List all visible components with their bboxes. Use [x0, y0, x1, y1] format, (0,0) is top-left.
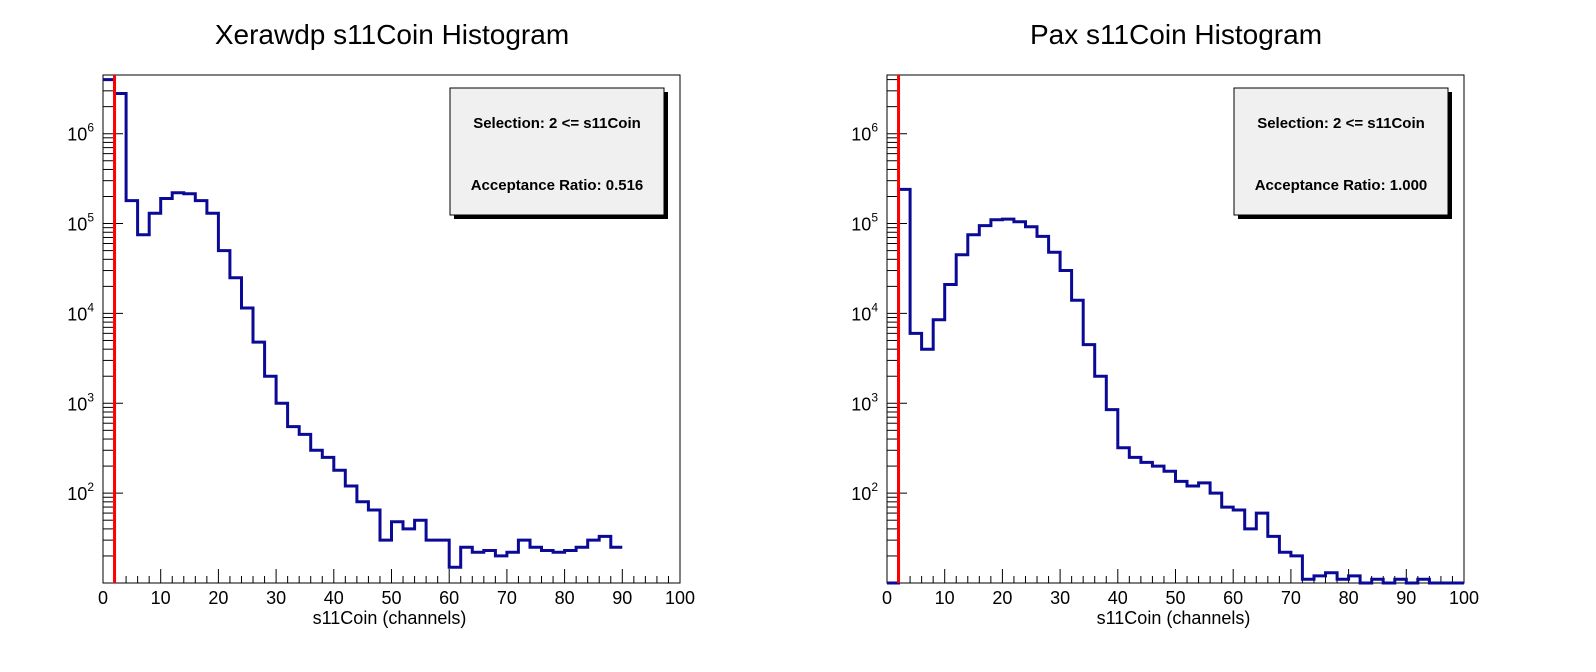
chart-panel-2: Pax s11Coin Histogram 0 10 20 30 40 50 60 70 80 90…	[851, 19, 1479, 628]
x-tick-label: 30	[1050, 588, 1070, 608]
x-tick-label: 0	[98, 588, 108, 608]
x-tick-label: 70	[1281, 588, 1301, 608]
x-tick-label: 10	[151, 588, 171, 608]
y-tick-label: 104	[67, 300, 94, 324]
x-tick-label: 10	[935, 588, 955, 608]
chart-panel-1: Xerawdp s11Coin Histogram 0 10 20 30 40 50 60 70…	[67, 19, 695, 628]
y-tick-label: 103	[67, 390, 94, 414]
y-tick-label: 104	[851, 300, 878, 324]
x-tick-label: 100	[1449, 588, 1479, 608]
x-tick-label: 40	[1108, 588, 1128, 608]
stats-acceptance-text: Acceptance Ratio: 1.000	[1255, 177, 1428, 194]
x-tick-label: 20	[208, 588, 228, 608]
y-tick-label: 102	[67, 480, 94, 504]
x-tick-label: 30	[266, 588, 286, 608]
y-tick-label: 105	[851, 211, 878, 235]
y-tick-label: 102	[851, 480, 878, 504]
y-tick-label: 103	[851, 390, 878, 414]
x-tick-label: 70	[497, 588, 517, 608]
stats-selection-text: Selection: 2 <= s11Coin	[1257, 115, 1425, 132]
x-axis-title: s11Coin (channels)	[1097, 608, 1251, 628]
x-tick-label: 90	[612, 588, 632, 608]
x-tick-label: 50	[381, 588, 401, 608]
x-tick-label: 20	[992, 588, 1012, 608]
x-tick-label: 100	[665, 588, 695, 608]
x-tick-label: 80	[1339, 588, 1359, 608]
y-tick-label: 106	[851, 121, 878, 145]
x-tick-label: 80	[555, 588, 575, 608]
chart-title: Xerawdp s11Coin Histogram	[215, 19, 569, 50]
chart-title: Pax s11Coin Histogram	[1030, 19, 1322, 50]
histogram-line	[887, 187, 1464, 585]
y-tick-label: 106	[67, 121, 94, 145]
histogram-line	[103, 78, 623, 569]
x-tick-label: 0	[882, 588, 892, 608]
x-tick-label: 40	[324, 588, 344, 608]
stats-box	[1233, 87, 1449, 216]
x-tick-label: 60	[439, 588, 459, 608]
stats-acceptance-text: Acceptance Ratio: 0.516	[471, 177, 644, 194]
x-tick-label: 50	[1165, 588, 1185, 608]
y-tick-label: 105	[67, 211, 94, 235]
x-tick-label: 60	[1223, 588, 1243, 608]
x-tick-label: 90	[1396, 588, 1416, 608]
x-axis-title: s11Coin (channels)	[313, 608, 467, 628]
stats-selection-text: Selection: 2 <= s11Coin	[473, 115, 641, 132]
stats-box	[449, 87, 665, 216]
